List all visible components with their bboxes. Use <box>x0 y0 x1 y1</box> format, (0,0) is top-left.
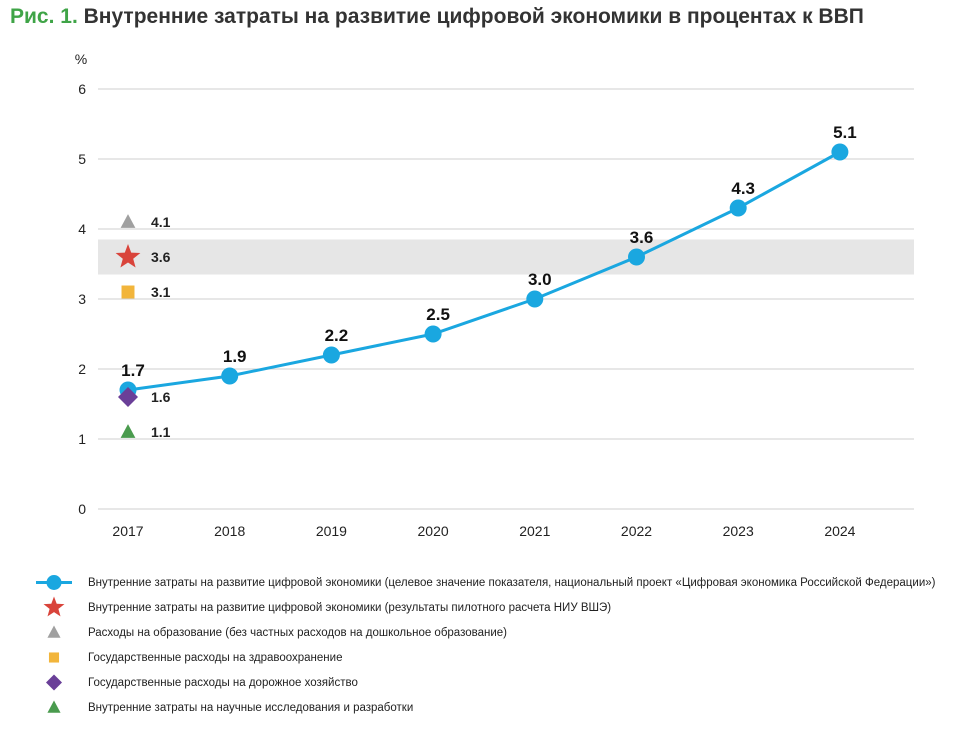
series-point <box>221 367 239 385</box>
series-data-label: 4.3 <box>731 179 755 198</box>
legend-label: Внутренние затраты на развитие цифровой … <box>88 601 612 614</box>
y-tick-label: 6 <box>78 81 86 97</box>
legend-label: Государственные расходы на дорожное хозя… <box>88 676 358 689</box>
square-marker <box>48 652 60 663</box>
point-data-label: 1.6 <box>151 389 171 405</box>
legend-label: Государственные расходы на здравоохранен… <box>88 651 343 664</box>
series-line <box>127 150 841 392</box>
legend-item: Государственные расходы на здравоохранен… <box>34 645 959 670</box>
legend-item: Внутренние затраты на развитие цифровой … <box>34 570 959 595</box>
legend-item: Расходы на образование (без частных расх… <box>34 620 959 645</box>
diamond-marker <box>118 387 138 407</box>
x-tick-label: 2017 <box>112 523 143 539</box>
diamond-marker <box>46 674 62 691</box>
point-data-label: 3.1 <box>151 284 171 300</box>
x-tick-label: 2024 <box>824 523 855 539</box>
figure-number: Рис. 1. <box>10 5 78 28</box>
series-data-label: 2.5 <box>426 305 450 324</box>
legend-line-point <box>46 575 62 590</box>
x-tick-label: 2020 <box>418 523 449 539</box>
line-icon <box>36 575 72 590</box>
y-tick-label: 1 <box>78 431 86 447</box>
y-tick-label: 4 <box>78 221 86 237</box>
legend-label: Внутренние затраты на развитие цифровой … <box>88 576 936 589</box>
gray-triangle-marker <box>120 214 136 228</box>
legend-label: Расходы на образование (без частных расх… <box>88 626 507 639</box>
series-data-label: 1.9 <box>223 347 247 366</box>
square-icon <box>48 652 60 663</box>
y-tick-label: 2 <box>78 361 86 377</box>
chart-title: Рис. 1. Внутренние затраты на развитие ц… <box>10 5 864 29</box>
x-tick-label: 2023 <box>723 523 754 539</box>
diamond-icon <box>46 674 62 691</box>
y-axis-label: % <box>75 51 87 67</box>
y-tick-label: 0 <box>78 501 86 517</box>
gray-triangle-marker <box>47 625 61 638</box>
star-marker <box>43 596 65 617</box>
title-text: Внутренние затраты на развитие цифровой … <box>83 5 864 28</box>
series-point <box>424 325 442 343</box>
point-data-label: 3.6 <box>151 249 171 265</box>
x-tick-label: 2019 <box>316 523 347 539</box>
legend-symbol <box>34 570 74 595</box>
series-data-label: 5.1 <box>833 123 857 142</box>
y-tick-label: 5 <box>78 151 86 167</box>
x-tick-label: 2018 <box>214 523 245 539</box>
series-point <box>526 290 544 308</box>
highlight-band <box>98 239 914 275</box>
gray-triangle-icon <box>47 625 61 638</box>
series-point <box>322 346 340 364</box>
line-chart: 0 1 2 3 4 5 6% 2017 2018 2019 2020 2021 2022 2023 2024… <box>75 51 914 539</box>
green-triangle-marker <box>47 700 61 713</box>
series-point <box>729 199 747 217</box>
legend: Внутренние затраты на развитие цифровой … <box>34 570 959 720</box>
point-data-label: 4.1 <box>151 214 171 230</box>
series-data-label: 2.2 <box>325 326 349 345</box>
legend-symbol <box>34 695 74 720</box>
series-point <box>628 248 645 266</box>
legend-symbol <box>34 670 74 695</box>
series-point <box>831 143 849 161</box>
series-data-label: 3.6 <box>630 228 654 247</box>
square-marker <box>121 285 135 299</box>
star-marker <box>115 244 141 268</box>
green-triangle-icon <box>47 700 61 713</box>
point-data-label: 1.1 <box>151 424 171 440</box>
green-triangle-marker <box>120 424 136 438</box>
legend-symbol <box>34 595 74 620</box>
y-tick-label: 3 <box>78 291 86 307</box>
legend-label: Внутренние затраты на научные исследован… <box>88 701 414 714</box>
legend-symbol <box>34 620 74 645</box>
legend-symbol <box>34 645 74 670</box>
legend-item: Внутренние затраты на научные исследован… <box>34 695 959 720</box>
legend-item: Государственные расходы на дорожное хозя… <box>34 670 959 695</box>
series-data-label: 3.0 <box>528 270 552 289</box>
legend-item: Внутренние затраты на развитие цифровой … <box>34 595 959 620</box>
x-tick-label: 2021 <box>519 523 550 539</box>
series-data-label: 1.7 <box>121 361 145 380</box>
x-tick-label: 2022 <box>621 523 652 539</box>
star-icon <box>43 596 65 617</box>
